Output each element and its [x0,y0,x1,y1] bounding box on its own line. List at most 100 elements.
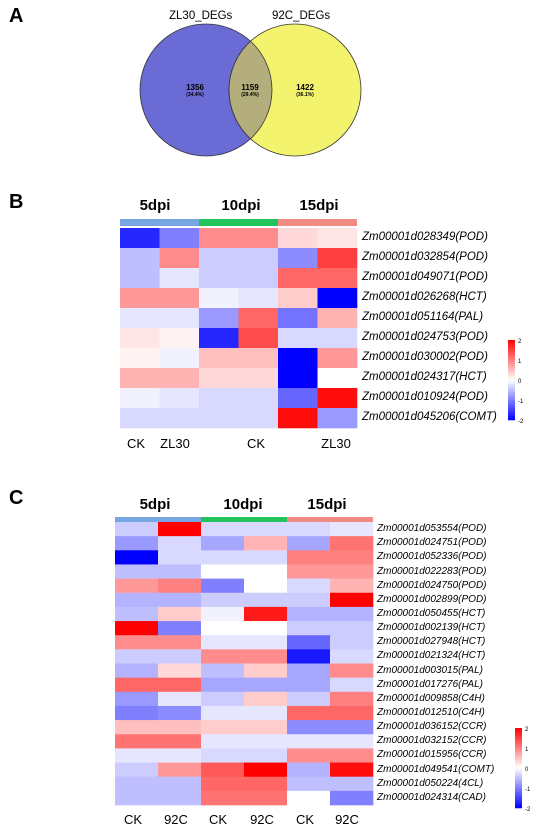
heatmap-cell [238,248,279,269]
heatmap-cell [158,762,202,777]
heatmap-cell [115,734,159,749]
heatmap-cell [120,288,160,309]
heatmap-cell [330,705,374,721]
heatmap-cell [330,550,374,565]
heatmap-row-label: Zm00001d026268(HCT) [362,291,487,303]
color-scale-tick-label: 1 [518,359,522,365]
heatmap-cell [115,550,159,565]
color-scale-step [515,792,522,795]
heatmap-cell [317,248,358,269]
heatmap-row-label: Zm00001d028349(POD) [362,231,488,243]
color-scale-step [515,790,522,793]
color-scale-step [508,358,515,361]
heatmap-cell [158,748,202,763]
color-scale-step [515,752,522,755]
color-scale-step [508,382,515,385]
group-bar-10dpi [199,219,278,226]
color-scale-step [508,364,515,367]
heatmap-cell [120,328,160,349]
color-scale-step [515,750,522,753]
heatmap-cell [330,776,374,792]
color-scale-step [508,398,515,401]
color-scale-step [515,778,522,781]
color-scale-step [515,806,522,809]
color-scale-step [515,736,522,739]
heatmap-cell [159,268,200,289]
heatmap-cell [278,328,318,349]
heatmap-cell [330,564,374,579]
heatmap-cell [287,550,331,565]
heatmap-cell [201,621,245,636]
heatmap-cell [330,748,374,763]
color-scale-step [508,342,515,345]
venn-region-b-percent: (36.1%) [296,92,314,98]
heatmap-cell [244,635,288,650]
heatmap-cell [287,621,331,636]
venn-region-ab-count: 1159 [241,83,259,92]
group-bar-5dpi [115,517,201,522]
color-scale-step [508,416,515,419]
heatmap-cell [238,328,279,349]
venn-set-b-label: 92C_DEGs [272,10,331,22]
color-scale-step [515,780,522,783]
heatmap-cell [244,592,288,608]
heatmap-cell [287,677,331,693]
heatmap-cell [199,408,239,429]
heatmap-cell [158,621,202,636]
color-scale-step [508,414,515,417]
venn-region-ab: 1159 (29.4%) [228,83,272,98]
heatmap-cell [287,691,331,707]
heatmap-cell [115,691,159,707]
heatmap-cell [244,536,288,551]
heatmap-cell [158,522,202,537]
color-scale-step [508,362,515,365]
heatmap-cell [330,606,374,622]
color-scale-step [508,354,515,357]
heatmap-row-label: Zm00001d045206(COMT) [362,411,497,423]
heatmap-cell [115,649,159,664]
color-scale-step [508,394,515,397]
heatmap-row-label: Zm00001d052336(POD) [377,551,487,563]
heatmap-cell [201,536,245,551]
heatmap-cell [287,663,331,678]
heatmap-row-label: Zm00001d024317(HCT) [362,371,487,383]
heatmap-cell [238,228,279,249]
color-scale-step [508,376,515,379]
venn-svg [139,23,362,157]
heatmap-cell [115,635,159,650]
color-scale-step [515,742,522,745]
color-scale-step [508,400,515,403]
group-bar-15dpi [278,219,357,226]
heatmap-cell [278,388,318,409]
color-scale-step [515,770,522,773]
heatmap-cell [120,308,160,329]
heatmap-cell [278,228,318,249]
heatmap-row-label: Zm00001d030002(POD) [362,351,488,363]
heatmap-cell [120,388,160,409]
heatmap-cell [199,308,239,329]
color-scale-step [508,346,515,349]
heatmap-cell [158,649,202,664]
heatmap-cell [120,348,160,369]
heatmap-cell [199,228,239,249]
color-scale-step [508,392,515,395]
heatmap-cell [115,578,159,594]
heatmap-cell [115,720,159,735]
heatmap-cell [238,368,279,389]
color-scale-step [508,356,515,359]
heatmap-cell [330,790,374,806]
heatmap-cell [115,790,159,806]
heatmap-c-column-label-2: 92C [164,812,188,827]
heatmap-c-column-label-1: CK [123,812,143,827]
heatmap-cell [317,268,358,289]
heatmap-row-label: Zm00001d049541(COMT) [377,763,495,775]
heatmap-row-label: Zm00001d002899(POD) [377,593,487,605]
heatmap-cell [201,663,245,678]
heatmap-cell [158,677,202,693]
heatmap-cell [158,776,202,792]
heatmap-cell [201,762,245,777]
heatmap-cell [244,578,288,594]
color-scale-step [515,762,522,765]
color-scale-step [508,370,515,373]
heatmap-cell [287,564,331,579]
